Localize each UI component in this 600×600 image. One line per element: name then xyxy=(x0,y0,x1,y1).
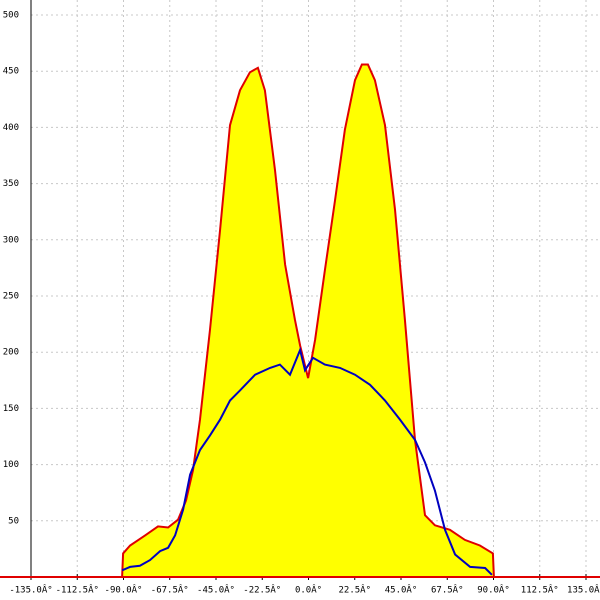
y-tick-label: 250 xyxy=(3,292,19,302)
x-tick-label: -67.5Â° xyxy=(151,584,189,596)
x-tick-label: 135.0Â° xyxy=(567,584,600,596)
x-tick-label: 0.0Â° xyxy=(295,584,322,596)
line xyxy=(121,346,493,576)
x-tick-label: 67.5Â° xyxy=(431,584,464,596)
x-tick-label: 90.0Â° xyxy=(477,584,510,596)
x-tick-label: -135.0Â° xyxy=(9,584,52,596)
x-tick-label: -90.0Â° xyxy=(105,584,143,596)
x-tick-label: -112.5Â° xyxy=(56,584,99,596)
y-tick-label: 350 xyxy=(3,179,19,189)
x-tick-label: -22.5Â° xyxy=(243,584,281,596)
y-tick-label: 200 xyxy=(3,348,19,358)
x-tick-label: 112.5Â° xyxy=(521,584,559,596)
x-tick-label: 22.5Â° xyxy=(338,584,371,596)
y-tick-label: 50 xyxy=(8,516,19,526)
x-tick-label: -45.0Â° xyxy=(197,584,235,596)
y-tick-label: 400 xyxy=(3,123,19,133)
y-tick-label: 500 xyxy=(3,11,19,21)
y-tick-label: 100 xyxy=(3,460,19,470)
y-tick-label: 150 xyxy=(3,404,19,414)
x-tick-label: 45.0Â° xyxy=(385,584,418,596)
area xyxy=(122,64,494,577)
y-tick-label: 300 xyxy=(3,235,19,245)
y-tick-label: 450 xyxy=(3,67,19,77)
